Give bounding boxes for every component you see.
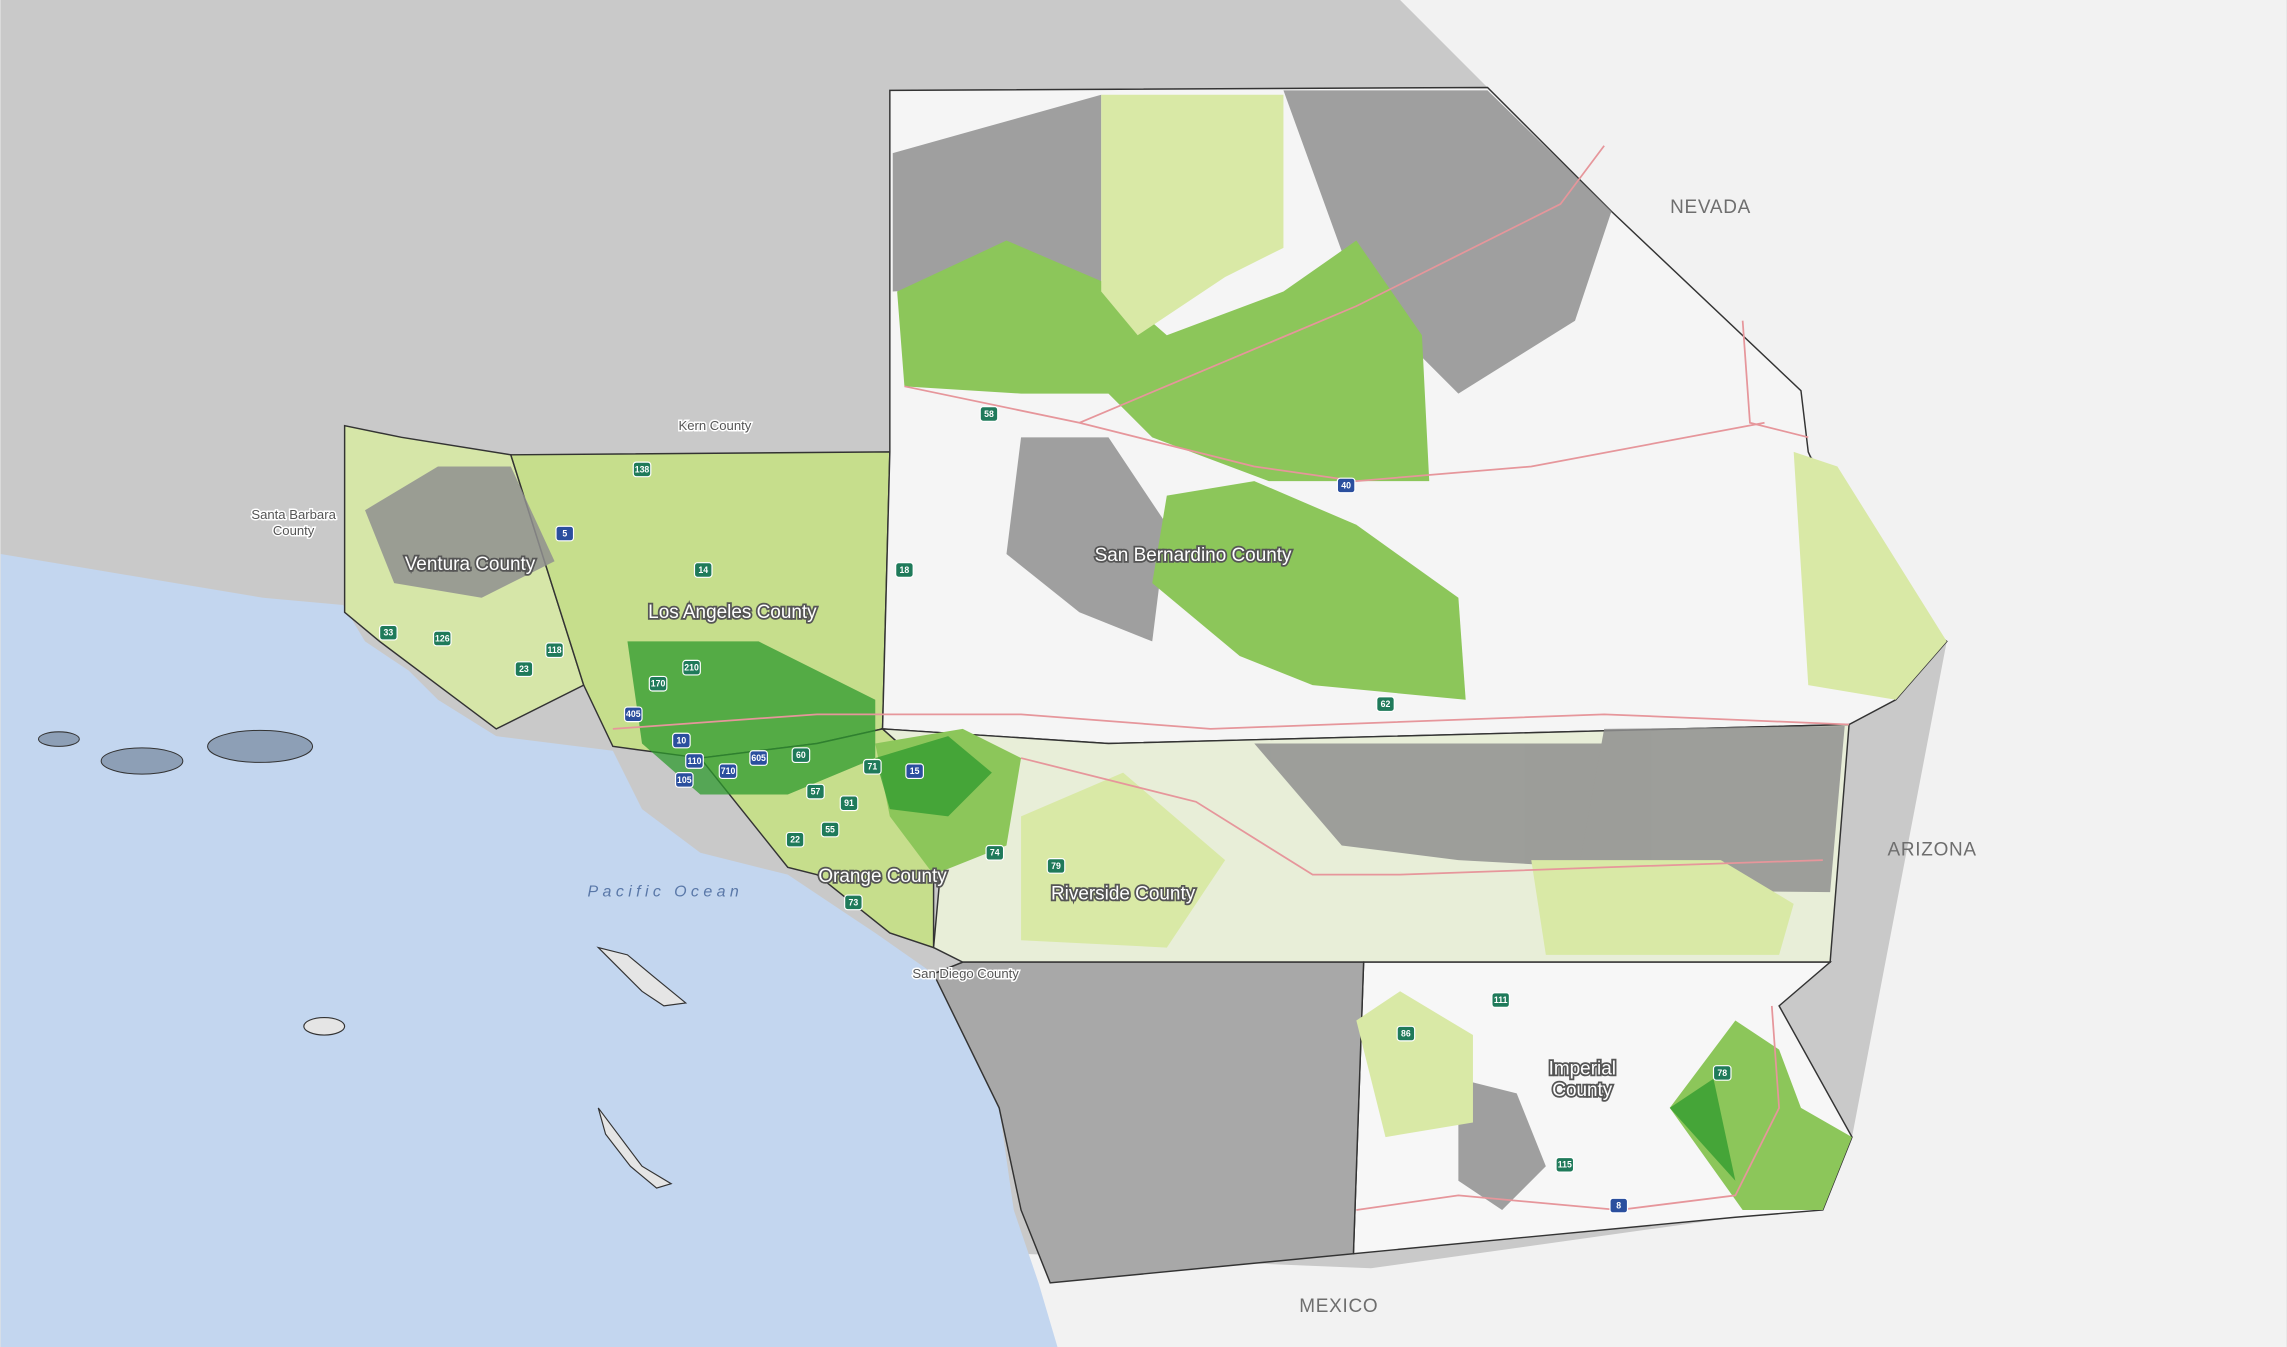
highway-number: 33 <box>384 628 394 638</box>
labels: NEVADA ARIZONA MEXICO Kern County Santa Barb… <box>250 197 1977 1317</box>
highway-number: 60 <box>796 750 806 760</box>
highway-number: 79 <box>1051 861 1061 871</box>
highway-shield <box>1396 1025 1416 1042</box>
highway-shield <box>985 844 1005 861</box>
highway-number: 8 <box>1616 1201 1621 1211</box>
highway-number: 62 <box>1381 699 1391 709</box>
highway-shield <box>820 821 840 838</box>
county-label: Imperial <box>1549 1058 1616 1079</box>
offshore-islands <box>303 946 688 1189</box>
highway-number: 105 <box>677 775 692 785</box>
highway-number: 91 <box>844 798 854 808</box>
highway-number: 110 <box>687 756 701 766</box>
county-label: County <box>1552 1080 1613 1101</box>
highway-number: 40 <box>1341 480 1351 490</box>
highway-shield <box>685 753 704 769</box>
county-label: San Diego County <box>912 966 1019 981</box>
highway-number: 210 <box>684 663 699 673</box>
highway-shield <box>905 763 924 780</box>
county-label: San Bernardino County <box>1095 545 1292 566</box>
highway-shield <box>749 750 768 766</box>
highway-number: 74 <box>990 848 1000 858</box>
highway-number: 86 <box>1401 1028 1411 1038</box>
channel-islands <box>37 729 314 775</box>
highway-shield <box>1609 1197 1629 1214</box>
highway-shield <box>1336 477 1356 494</box>
highway-shield <box>623 706 643 723</box>
roads <box>612 145 1850 1211</box>
highway-shield <box>674 772 694 788</box>
highway-shield <box>432 630 452 647</box>
highway-number: 111 <box>1494 995 1508 1005</box>
highway-shield <box>693 562 713 578</box>
highway-number: 126 <box>435 633 450 643</box>
highway-number: 57 <box>811 786 821 796</box>
highway-number: 71 <box>867 762 877 772</box>
highway-shield <box>979 406 999 422</box>
region-label: ARIZONA <box>1888 840 1977 861</box>
highway-shield <box>1712 1065 1732 1081</box>
county-label: Ventura County <box>405 554 536 575</box>
county-label: Los Angeles County <box>648 602 817 623</box>
highway-number: 78 <box>1717 1068 1727 1078</box>
highway-shield <box>844 894 863 911</box>
highway-number: 18 <box>900 565 910 575</box>
highway-shield <box>895 562 914 578</box>
highway-shield <box>514 661 534 677</box>
highway-shield <box>718 763 738 780</box>
highway-shield <box>1555 1156 1575 1173</box>
highway-shield <box>379 624 398 641</box>
highway-shield <box>682 659 701 676</box>
highway-shield <box>545 642 564 659</box>
highway-shield <box>791 747 811 764</box>
highway-number: 14 <box>698 565 708 575</box>
highway-shield <box>1376 696 1395 712</box>
region-label: MEXICO <box>1299 1296 1378 1317</box>
san-diego-county <box>932 961 1365 1284</box>
highway-shield <box>672 732 691 749</box>
highway-number: 5 <box>562 528 567 538</box>
highway-number: 115 <box>1558 1160 1572 1170</box>
highway-shield <box>1491 992 1510 1008</box>
county-label: County <box>273 523 315 538</box>
county-label: Orange County <box>818 866 947 887</box>
region-label: NEVADA <box>1670 197 1751 218</box>
highway-shield <box>839 795 859 812</box>
highway-number: 118 <box>548 645 562 655</box>
county-label: Kern County <box>678 418 751 433</box>
highway-shield <box>863 758 882 775</box>
highway-shields: 5 14 138 18 58 40 15 62 10 210 405 105 110 710 605 60 57… <box>379 406 1732 1214</box>
highway-shield <box>785 831 805 848</box>
land-east <box>1021 0 2287 1347</box>
highway-number: 170 <box>651 679 666 689</box>
county-label: Riverside County <box>1051 883 1196 904</box>
highway-number: 10 <box>677 735 687 745</box>
highway-number: 710 <box>721 766 736 776</box>
highway-number: 58 <box>984 409 994 419</box>
highway-number: 23 <box>519 664 529 674</box>
highway-number: 405 <box>626 709 641 719</box>
highway-shield <box>806 783 825 800</box>
highway-number: 22 <box>790 835 800 845</box>
gray-areas <box>365 90 1845 1210</box>
highway-shield <box>648 675 668 692</box>
county-label: Santa Barbara <box>251 507 336 522</box>
highway-shield <box>632 461 652 478</box>
highway-number: 605 <box>751 753 766 763</box>
highway-shield <box>1046 858 1066 874</box>
highway-number: 15 <box>910 766 920 776</box>
green-areas-light <box>1021 94 1947 1138</box>
highway-number: 73 <box>849 897 859 907</box>
water-label: Pacific Ocean <box>588 883 744 901</box>
highway-shield <box>555 525 575 542</box>
highway-number: 138 <box>635 464 650 474</box>
highway-number: 55 <box>825 824 835 834</box>
